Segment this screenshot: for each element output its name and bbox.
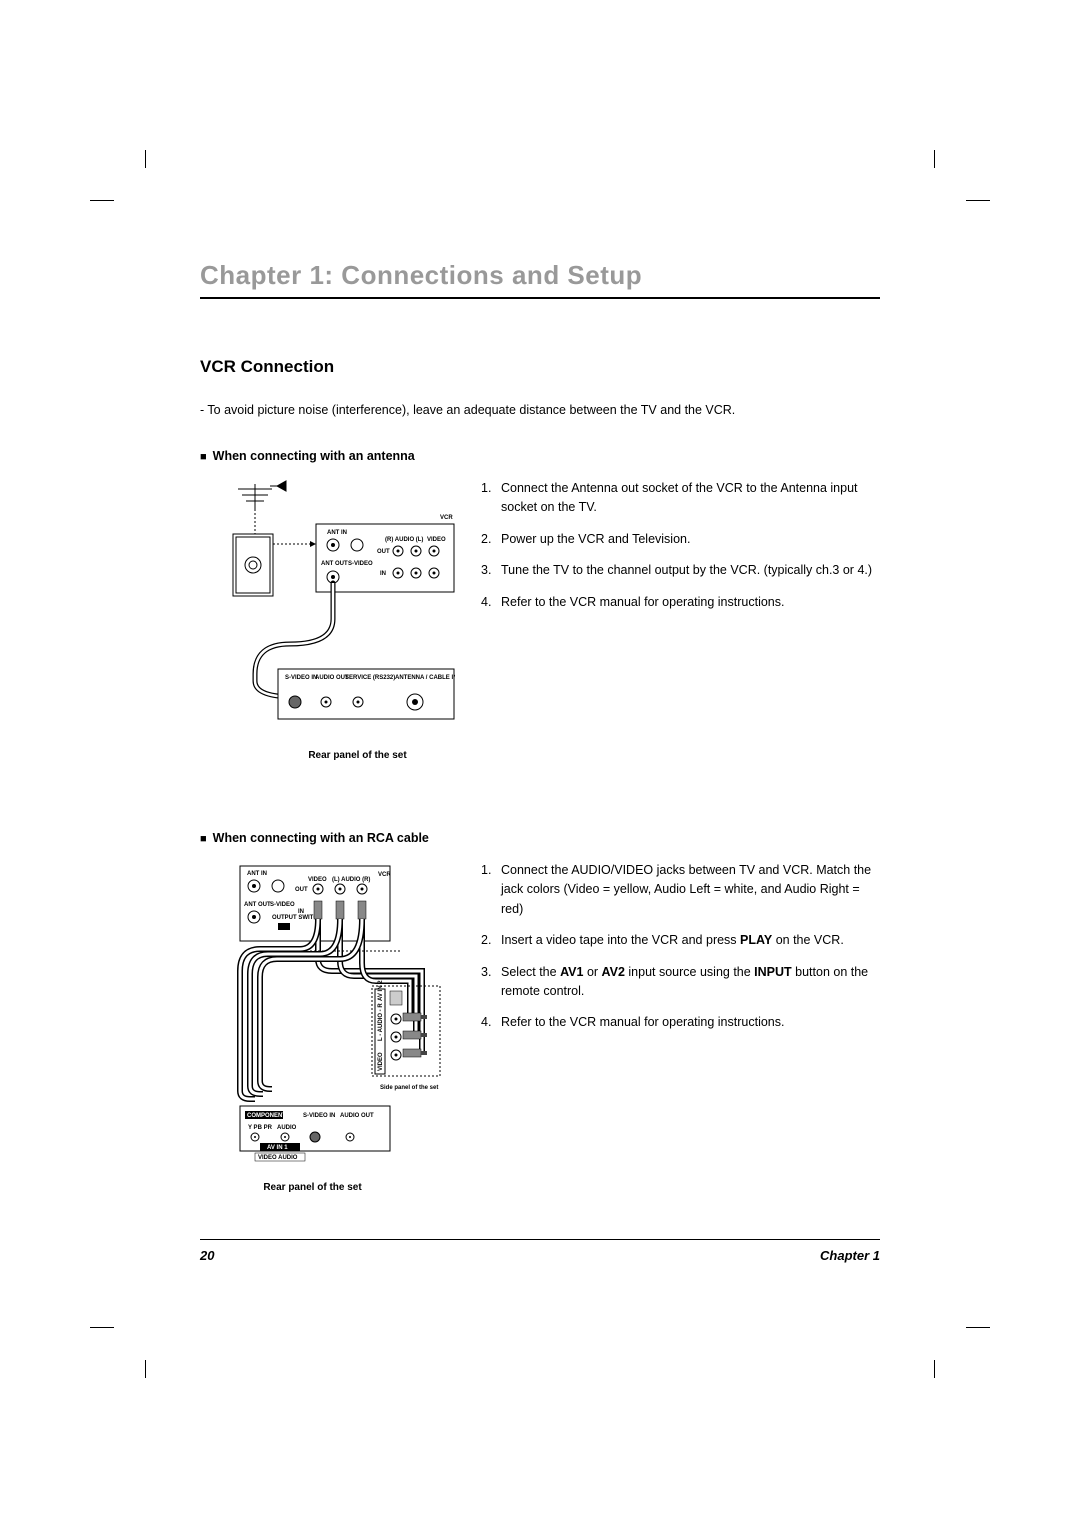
port-label: S-VIDEO xyxy=(348,561,373,567)
page-frame: Chapter 1: Connections and Setup VCR Con… xyxy=(0,0,1080,1528)
diagram-caption: Rear panel of the set xyxy=(260,750,455,761)
block-rca: VCR ANT IN VIDEO (L) AUDIO (R) OUT ANT O… xyxy=(200,861,880,1193)
content-area: Chapter 1: Connections and Setup VCR Con… xyxy=(200,260,880,1193)
bullet-icon: ■ xyxy=(200,833,207,845)
port-label: Y PB PR xyxy=(248,1125,273,1131)
port-label: AUDIO xyxy=(277,1125,297,1131)
diagram-rca: VCR ANT IN VIDEO (L) AUDIO (R) OUT ANT O… xyxy=(200,861,455,1193)
port-label: S-VIDEO IN xyxy=(303,1113,335,1119)
vcr-label: VCR xyxy=(440,515,453,521)
port-label: IN xyxy=(380,571,386,577)
port-label: (R) AUDIO (L) xyxy=(385,537,423,543)
steps-antenna: Connect the Antenna out socket of the VC… xyxy=(481,479,880,624)
steps-rca: Connect the AUDIO/VIDEO jacks between TV… xyxy=(481,861,880,1045)
chapter-title: Chapter 1: Connections and Setup xyxy=(200,260,880,299)
port-label: SERVICE (RS232) xyxy=(345,675,395,681)
note-text: - To avoid picture noise (interference),… xyxy=(200,403,880,417)
port-label: IN xyxy=(298,909,304,915)
antenna-diagram-svg: VCR ANT IN (R) AUDIO (L) VIDEO OUT ANT O… xyxy=(200,479,455,739)
port-label: AV IN 1 xyxy=(267,1145,288,1151)
port-label: OUT xyxy=(295,887,308,893)
step-item: Connect the AUDIO/VIDEO jacks between TV… xyxy=(481,861,880,919)
step-item: Insert a video tape into the VCR and pre… xyxy=(481,931,880,950)
crop-mark xyxy=(90,1327,114,1328)
block-antenna: VCR ANT IN (R) AUDIO (L) VIDEO OUT ANT O… xyxy=(200,479,880,761)
bullet-icon: ■ xyxy=(200,451,207,463)
port-label: AUDIO OUT xyxy=(340,1113,374,1119)
crop-mark xyxy=(934,150,935,168)
port-label: AUDIO OUT xyxy=(315,675,349,681)
crop-mark xyxy=(145,1360,146,1378)
port-label: COMPONENT xyxy=(247,1113,286,1119)
port-label: VIDEO xyxy=(427,537,446,543)
step-item: Power up the VCR and Television. xyxy=(481,530,880,549)
port-label: S-VIDEO xyxy=(270,902,295,908)
page-number: 20 xyxy=(200,1248,214,1263)
port-label: S-VIDEO IN xyxy=(285,675,317,681)
step-item: Connect the Antenna out socket of the VC… xyxy=(481,479,880,518)
step-item: Tune the TV to the channel output by the… xyxy=(481,561,880,580)
crop-mark xyxy=(145,150,146,168)
crop-mark xyxy=(966,1327,990,1328)
port-label: VIDEO xyxy=(378,1052,384,1071)
crop-mark xyxy=(934,1360,935,1378)
port-label: (L) AUDIO (R) xyxy=(332,877,370,883)
port-label: ANT IN xyxy=(327,530,347,536)
vcr-label: VCR xyxy=(378,872,391,878)
port-label: VIDEO AUDIO xyxy=(258,1155,298,1161)
side-caption: Side panel of the set xyxy=(380,1085,438,1091)
crop-mark xyxy=(966,200,990,201)
subheading-text: When connecting with an RCA cable xyxy=(213,831,429,845)
port-label: ANT OUT xyxy=(244,902,271,908)
subheading-text: When connecting with an antenna xyxy=(213,449,415,463)
port-label: VIDEO xyxy=(308,877,327,883)
crop-mark xyxy=(90,200,114,201)
step-item: Refer to the VCR manual for operating in… xyxy=(481,1013,880,1032)
diagram-antenna: VCR ANT IN (R) AUDIO (L) VIDEO OUT ANT O… xyxy=(200,479,455,761)
subheading-rca: ■ When connecting with an RCA cable xyxy=(200,831,880,845)
step-item: Select the AV1 or AV2 input source using… xyxy=(481,963,880,1002)
port-label: AV IN 2 xyxy=(378,980,384,1001)
port-label: L - AUDIO - R xyxy=(378,1003,384,1041)
port-label: OUT xyxy=(377,549,390,555)
step-item: Refer to the VCR manual for operating in… xyxy=(481,593,880,612)
diagram-caption: Rear panel of the set xyxy=(170,1182,455,1193)
subheading-antenna: ■ When connecting with an antenna xyxy=(200,449,880,463)
port-label: ANTENNA / CABLE IN xyxy=(395,675,455,681)
port-label: ANT OUT xyxy=(321,561,348,567)
footer-chapter: Chapter 1 xyxy=(820,1248,880,1263)
section-title: VCR Connection xyxy=(200,357,880,377)
port-label: ANT IN xyxy=(247,871,267,877)
page-footer: 20 Chapter 1 xyxy=(200,1239,880,1263)
rca-diagram-svg: VCR ANT IN VIDEO (L) AUDIO (R) OUT ANT O… xyxy=(200,861,455,1171)
